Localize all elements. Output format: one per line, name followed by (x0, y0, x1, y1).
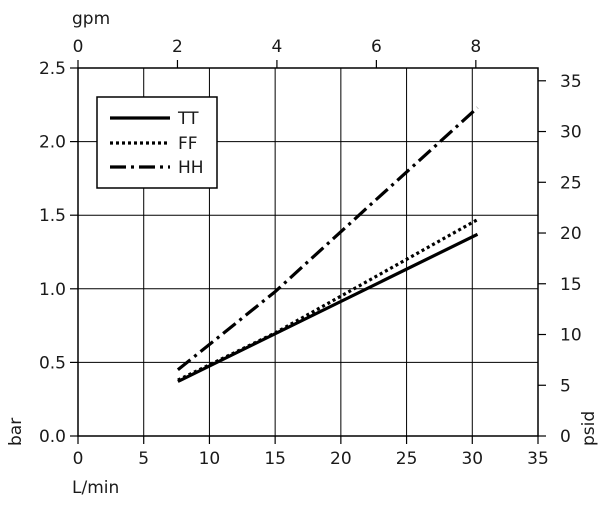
x-top-axis-label: gpm (72, 9, 110, 29)
x-bottom-tick-label: 30 (461, 449, 483, 469)
x-bottom-axis-label: L/min (72, 478, 119, 498)
x-bottom-tick-label: 15 (264, 449, 286, 469)
plot-frame (77, 67, 539, 437)
y-left-tick-label: 2.5 (39, 59, 66, 79)
tick-labels: 0 5 10 15 20 25 30 35 0 2 4 6 8 0.0 0.5 1.0 1.5 2.0 2.5 0 5 1… (39, 37, 582, 469)
legend: TT FF HH (96, 96, 218, 189)
y-right-tick-label: 25 (560, 173, 582, 193)
x-bottom-tick-label: 25 (396, 449, 418, 469)
legend-label-hh: HH (178, 158, 204, 178)
y-right-axis-label: psid (579, 411, 599, 446)
y-left-axis-label: bar (6, 418, 26, 446)
y-left-tick-label: 0.0 (39, 427, 66, 447)
x-bottom-tick-label: 0 (73, 449, 84, 469)
x-bottom-tick-label: 5 (138, 449, 149, 469)
x-top-tick-label: 4 (272, 37, 283, 57)
y-left-tick-label: 1.0 (39, 280, 66, 300)
y-right-tick-label: 10 (560, 326, 582, 346)
y-left-tick-label: 0.5 (39, 353, 66, 373)
y-right-tick-label: 20 (560, 224, 582, 244)
y-right-tick-label: 35 (560, 72, 582, 92)
series-line-hh (176, 106, 479, 372)
x-bottom-tick-label: 10 (199, 449, 221, 469)
series-line-ff (177, 218, 479, 382)
y-right-tick-label: 0 (560, 427, 571, 447)
x-top-tick-label: 0 (73, 37, 84, 57)
legend-label-tt: TT (177, 109, 199, 129)
x-top-tick-label: 8 (470, 37, 481, 57)
x-top-tick-label: 2 (172, 37, 183, 57)
y-right-tick-label: 15 (560, 275, 582, 295)
y-right-tick-label: 30 (560, 123, 582, 143)
x-bottom-tick-label: 35 (527, 449, 549, 469)
y-left-tick-label: 1.5 (39, 206, 66, 226)
y-right-tick-label: 5 (560, 376, 571, 396)
x-top-tick-label: 6 (371, 37, 382, 57)
series-lines (176, 106, 479, 383)
legend-label-ff: FF (178, 134, 198, 154)
x-bottom-tick-label: 20 (330, 449, 352, 469)
y-left-tick-label: 2.0 (39, 133, 66, 153)
